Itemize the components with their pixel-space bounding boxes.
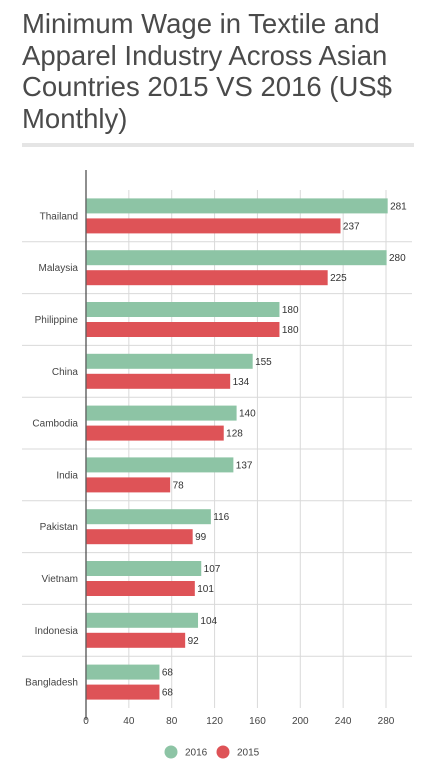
data-label: 180: [282, 325, 299, 336]
x-tick-label: 0: [83, 716, 89, 727]
data-label: 92: [188, 636, 200, 647]
legend-label: 2015: [237, 748, 260, 759]
bar-2015-indonesia: [86, 632, 186, 648]
bar-2016-pakistan: [86, 509, 211, 525]
data-label: 68: [162, 688, 174, 699]
x-tick-label: 120: [206, 716, 223, 727]
bar-2015-bangladesh: [86, 684, 160, 700]
category-label: Cambodia: [32, 419, 78, 430]
data-label: 155: [255, 357, 272, 368]
bars: [86, 198, 388, 700]
x-tick-label: 80: [166, 716, 178, 727]
bar-2015-vietnam: [86, 581, 195, 596]
bar-2015-philippine: [86, 322, 280, 337]
category-label: China: [52, 367, 79, 378]
bar-2016-thailand: [86, 198, 388, 214]
data-label: 281: [390, 201, 407, 212]
category-label: Bangladesh: [25, 678, 78, 689]
bar-2016-india: [86, 457, 234, 473]
labels: 0 40 80 120 160 200 240 280 Thailand 281 237 Malays…: [25, 201, 407, 727]
x-tick-label: 160: [249, 716, 266, 727]
data-label: 280: [389, 253, 406, 264]
data-label: 237: [343, 221, 360, 232]
data-label: 99: [195, 532, 207, 543]
data-label: 134: [233, 377, 250, 388]
data-label: 68: [162, 668, 174, 679]
legend-label: 2016: [185, 748, 208, 759]
data-label: 101: [197, 584, 214, 595]
category-label: Philippine: [35, 315, 79, 326]
x-tick-label: 280: [378, 716, 395, 727]
bar-2015-thailand: [86, 218, 341, 234]
bar-2016-bangladesh: [86, 664, 160, 680]
data-label: 140: [239, 409, 256, 420]
bar-2015-india: [86, 477, 171, 493]
bar-2016-malaysia: [86, 250, 387, 266]
bar-2015-china: [86, 373, 231, 389]
data-label: 128: [226, 429, 243, 440]
category-label: Pakistan: [40, 522, 78, 533]
bar-2016-vietnam: [86, 561, 202, 576]
category-label: Malaysia: [39, 263, 79, 274]
bar-2016-indonesia: [86, 612, 199, 628]
bar-2015-malaysia: [86, 270, 328, 286]
category-label: Vietnam: [41, 574, 78, 585]
title-divider: [22, 143, 414, 147]
x-tick-label: 240: [335, 716, 352, 727]
legend: 2016 2015: [164, 745, 260, 759]
bar-2016-cambodia: [86, 405, 237, 421]
data-label: 107: [204, 564, 221, 575]
bar-2015-cambodia: [86, 425, 224, 441]
x-tick-label: 40: [123, 716, 135, 727]
data-label: 225: [330, 273, 347, 284]
legend-marker-2016: [164, 745, 178, 759]
legend-marker-2015: [216, 745, 230, 759]
category-label: India: [56, 470, 78, 481]
x-tick-label: 200: [292, 716, 309, 727]
data-label: 137: [236, 460, 253, 471]
data-label: 116: [213, 512, 229, 523]
bar-2016-philippine: [86, 302, 280, 317]
bar-2016-china: [86, 353, 253, 369]
data-label: 180: [282, 305, 299, 316]
bar-2015-pakistan: [86, 529, 193, 545]
chart-title: Minimum Wage in Textile and Apparel Indu…: [22, 8, 392, 134]
data-label: 104: [200, 616, 217, 627]
category-label: Indonesia: [35, 626, 79, 637]
data-label: 78: [173, 480, 185, 491]
category-label: Thailand: [40, 211, 78, 222]
